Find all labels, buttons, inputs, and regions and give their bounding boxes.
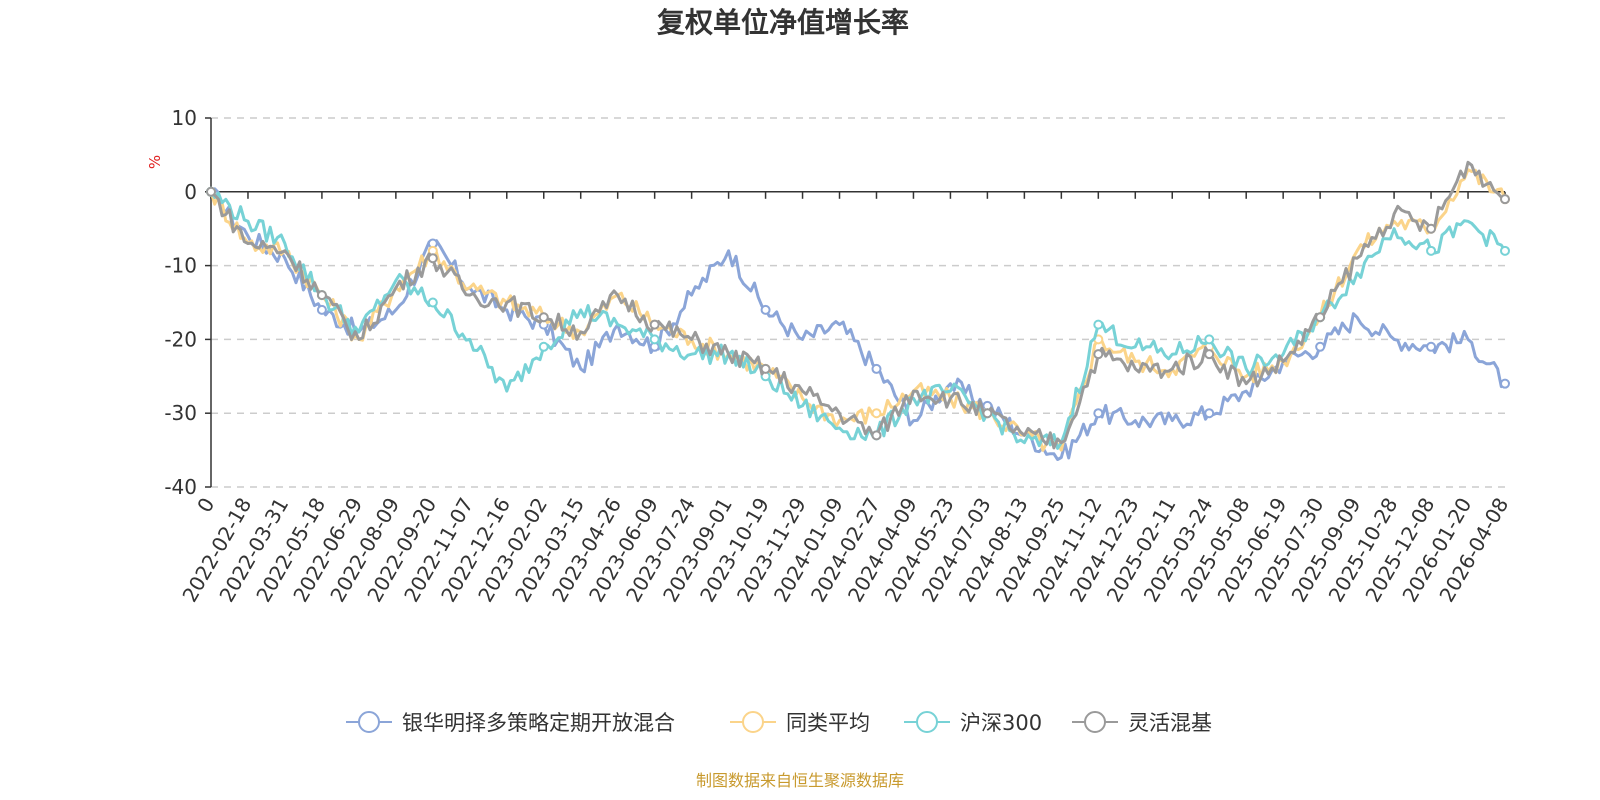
legend-swatch-marker[interactable] [742, 711, 764, 733]
series-point [982, 408, 993, 419]
series-point [316, 304, 327, 315]
series-point [538, 312, 549, 323]
legend-swatch-marker[interactable] [358, 711, 380, 733]
series-point [1204, 334, 1215, 345]
series-point [538, 341, 549, 352]
series-point [649, 319, 660, 330]
series-point [1426, 245, 1437, 256]
y-tick-label: -10 [164, 254, 197, 278]
series-point [1093, 349, 1104, 360]
x-tick-label: 0 [192, 494, 219, 517]
series-point [1204, 408, 1215, 419]
legend-swatch-marker[interactable] [916, 711, 938, 733]
y-axis-unit: % [146, 155, 164, 169]
series-point [871, 430, 882, 441]
legend-label[interactable]: 灵活混基 [1128, 711, 1212, 735]
series-point [1093, 319, 1104, 330]
series-point [760, 304, 771, 315]
legend-label[interactable]: 银华明择多策略定期开放混合 [402, 711, 675, 735]
series-line [209, 190, 1507, 450]
series-point [760, 363, 771, 374]
legend-swatch-marker[interactable] [1084, 711, 1106, 733]
series-line [210, 160, 1506, 450]
series-point [1426, 341, 1437, 352]
axes: 100-10-20-30-4002022-02-182022-03-312022… [164, 106, 1513, 606]
series-point [1500, 194, 1510, 205]
series-line [209, 168, 1507, 452]
series-point [1315, 341, 1326, 352]
series-point [1500, 378, 1510, 389]
series-point [1315, 312, 1326, 323]
series-point [427, 253, 438, 264]
series-point [206, 186, 216, 197]
legend-label[interactable]: 沪深300 [960, 711, 1042, 735]
series-point [316, 290, 327, 301]
series-point [1426, 223, 1437, 234]
y-tick-label: -20 [164, 327, 197, 351]
legend-label[interactable]: 同类平均 [786, 711, 870, 735]
series-point [1204, 349, 1215, 360]
legend: 银华明择多策略定期开放混合 同类平均 沪深300 灵活混基 [346, 711, 1212, 735]
source-note: 制图数据来自恒生聚源数据库 [696, 771, 904, 790]
series-lines [206, 160, 1510, 461]
chart-title: 复权单位净值增长率 [657, 6, 909, 39]
series-point [427, 297, 438, 308]
series-point [1093, 408, 1104, 419]
series-point [1500, 245, 1510, 256]
y-tick-label: -40 [164, 475, 197, 499]
series-point [871, 408, 882, 419]
y-tick-label: 0 [184, 180, 197, 204]
y-tick-label: -30 [164, 401, 197, 425]
series-point [871, 363, 882, 374]
y-tick-label: 10 [172, 106, 197, 130]
series-point [649, 334, 660, 345]
